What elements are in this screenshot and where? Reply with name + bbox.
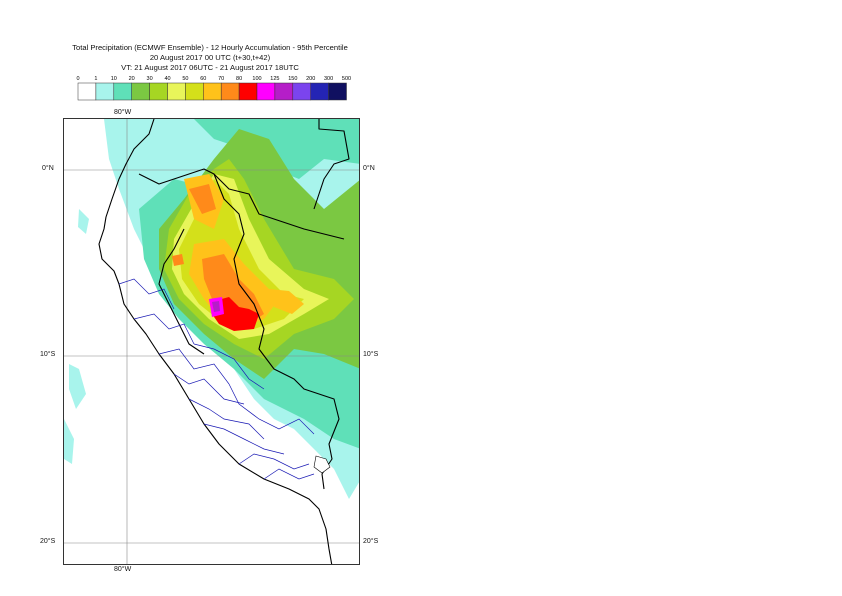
legend-tick-label: 300	[324, 76, 333, 82]
legend-swatch	[77, 82, 97, 101]
legend-swatch	[167, 82, 186, 101]
legend-tick-label: 50	[182, 76, 188, 82]
legend-swatch	[310, 82, 329, 101]
legend-swatch	[95, 82, 115, 101]
legend-swatch	[185, 82, 204, 101]
run-info: 20 August 2017 00 UTC (t+30,t+42)	[149, 53, 271, 62]
legend-tick-label: 150	[288, 76, 297, 82]
lake-titicaca	[313, 455, 331, 474]
lat-label-left-10s: 10°S	[40, 351, 56, 358]
legend-swatch	[149, 82, 168, 101]
precip-layer-100-150	[209, 297, 224, 317]
legend-tick-label: 60	[200, 76, 206, 82]
legend-tick-label: 1	[94, 76, 97, 82]
legend-tick-label: 125	[270, 76, 279, 82]
legend-swatch	[203, 82, 222, 101]
graticule	[64, 119, 359, 564]
legend-tick-label: 200	[306, 76, 315, 82]
legend-swatch	[131, 82, 150, 101]
lat-label-left-0: 0°N	[42, 165, 54, 172]
lat-label-right-10s: 10°S	[363, 351, 379, 358]
legend-swatch	[220, 82, 240, 101]
lat-label-left-20s: 20°S	[40, 538, 56, 545]
country-borders	[98, 119, 350, 564]
legend-tick-label: 20	[129, 76, 135, 82]
legend-swatch	[238, 82, 258, 101]
precip-layer-70-80	[172, 184, 264, 327]
precipitation-map	[63, 118, 360, 565]
lat-label-right-0: 0°N	[363, 165, 375, 172]
lon-label-top: 80°W	[114, 109, 132, 116]
legend-tick-label: 40	[164, 76, 170, 82]
admin-borders	[118, 278, 315, 480]
legend-swatch	[113, 82, 132, 101]
chart-title: Total Precipitation (ECMWF Ensemble) - 1…	[72, 43, 348, 52]
lat-label-right-20s: 20°S	[363, 538, 379, 545]
lon-label-bottom: 80°W	[114, 566, 132, 573]
legend-swatch	[256, 82, 276, 101]
map-canvas	[64, 119, 359, 564]
legend-swatch	[274, 82, 294, 101]
legend-swatch	[292, 82, 311, 101]
color-legend: 0 1 10 20 30 40 50 60 70 80 100 125 150 200 300 500	[76, 76, 351, 101]
legend-tick-label: 0	[76, 76, 79, 82]
legend-tick-label: 30	[147, 76, 153, 82]
legend-swatch	[328, 82, 347, 101]
legend-tick-label: 70	[218, 76, 224, 82]
valid-time: VT: 21 August 2017 06UTC - 21 August 201…	[121, 63, 299, 72]
precip-layer-80-100	[212, 297, 259, 331]
legend-tick-label: 80	[236, 76, 242, 82]
legend-tick-label: 500	[342, 76, 351, 82]
legend-tick-label: 10	[111, 76, 117, 82]
legend-tick-label: 100	[252, 76, 261, 82]
